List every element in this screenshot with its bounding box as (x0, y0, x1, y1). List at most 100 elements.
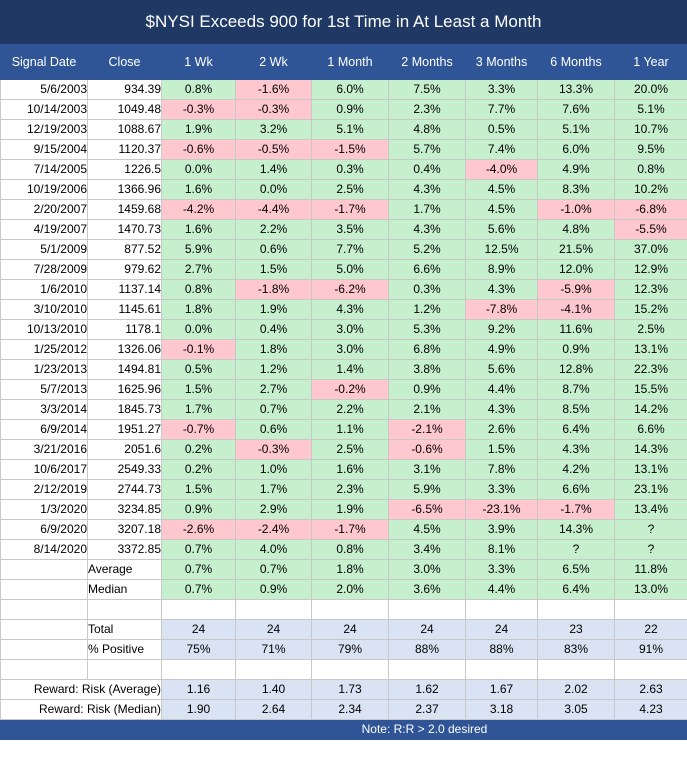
header-2months: 2 Months (388, 44, 466, 80)
close-cell: 2744.73 (87, 479, 162, 500)
return-cell: 2.7% (235, 379, 312, 400)
return-cell: 12.9% (614, 259, 687, 280)
return-cell: 5.3% (388, 319, 466, 340)
return-cell: 1.4% (311, 359, 389, 380)
return-cell: -0.3% (235, 439, 312, 460)
signal-date-cell: 10/14/2003 (0, 99, 88, 120)
return-cell: -4.2% (161, 199, 236, 220)
return-cell: 7.8% (465, 459, 538, 480)
return-cell: -5.5% (614, 219, 687, 240)
signal-returns-table: Signal Date Close 1 Wk 2 Wk 1 Month 2 Mo… (0, 44, 687, 740)
empty-cell (465, 599, 538, 620)
table-row: 7/28/2009 979.62 2.7% 1.5% 5.0% 6.6% 8.9% 12.0%… (0, 259, 687, 280)
return-cell: 6.6% (537, 479, 615, 500)
reward-risk-value: 1.73 (311, 679, 389, 700)
close-cell: 1178.1 (87, 319, 162, 340)
empty-cell (311, 659, 389, 680)
return-cell: 0.5% (161, 359, 236, 380)
stat-value: 6.5% (537, 559, 615, 580)
return-cell: 4.0% (235, 539, 312, 560)
return-cell: 13.1% (614, 459, 687, 480)
return-cell: 2.5% (311, 179, 389, 200)
reward-risk-row: Reward: Risk (Average) 1.16 1.40 1.73 1.62 1.… (0, 679, 687, 700)
return-cell: 8.5% (537, 399, 615, 420)
return-cell: 12.8% (537, 359, 615, 380)
stat-value: 3.6% (388, 579, 466, 600)
return-cell: -4.4% (235, 199, 312, 220)
stat-value: 13.0% (614, 579, 687, 600)
close-cell: 1366.96 (87, 179, 162, 200)
return-cell: 5.1% (537, 119, 615, 140)
return-cell: 0.7% (235, 399, 312, 420)
return-cell: 4.8% (388, 119, 466, 140)
reward-risk-value: 1.90 (161, 699, 236, 720)
return-cell: 0.8% (161, 79, 236, 100)
return-cell: 4.9% (537, 159, 615, 180)
close-cell: 1625.96 (87, 379, 162, 400)
return-cell: 1.1% (311, 419, 389, 440)
return-cell: 0.6% (235, 419, 312, 440)
return-cell: 0.8% (161, 279, 236, 300)
empty-cell (0, 659, 88, 680)
return-cell: 4.3% (465, 399, 538, 420)
return-cell: 3.2% (235, 119, 312, 140)
return-cell: 13.4% (614, 499, 687, 520)
return-cell: 0.2% (161, 439, 236, 460)
signal-date-cell: 5/7/2013 (0, 379, 88, 400)
return-cell: 1.0% (235, 459, 312, 480)
signal-date-cell: 2/12/2019 (0, 479, 88, 500)
summary-row: Total 24 24 24 24 24 23 22 (0, 619, 687, 640)
reward-risk-value: 2.34 (311, 699, 389, 720)
signal-date-cell: 3/21/2016 (0, 439, 88, 460)
return-cell: -0.1% (161, 339, 236, 360)
return-cell: -0.2% (311, 379, 389, 400)
close-cell: 1226.5 (87, 159, 162, 180)
table-row: 4/19/2007 1470.73 1.6% 2.2% 3.5% 4.3% 5.6% 4.8%… (0, 219, 687, 240)
return-cell: 1.7% (235, 479, 312, 500)
note-row: Note: R:R > 2.0 desired (0, 719, 687, 740)
reward-risk-value: 1.40 (235, 679, 312, 700)
header-1wk: 1 Wk (161, 44, 236, 80)
close-cell: 1494.81 (87, 359, 162, 380)
return-cell: 1.5% (465, 439, 538, 460)
close-cell: 1049.48 (87, 99, 162, 120)
return-cell: 0.8% (614, 159, 687, 180)
empty-cell (537, 599, 615, 620)
signal-date-cell: 2/20/2007 (0, 199, 88, 220)
return-cell: 4.5% (465, 199, 538, 220)
return-cell: 7.7% (311, 239, 389, 260)
return-cell: 5.6% (465, 219, 538, 240)
return-cell: 4.5% (388, 519, 466, 540)
reward-risk-value: 1.16 (161, 679, 236, 700)
return-cell: 0.4% (388, 159, 466, 180)
reward-risk-label: Reward: Risk (Average) (0, 679, 162, 700)
return-cell: 3.1% (388, 459, 466, 480)
return-cell: 5.0% (311, 259, 389, 280)
close-cell: 979.62 (87, 259, 162, 280)
return-cell: 1.7% (161, 399, 236, 420)
return-cell: 13.3% (537, 79, 615, 100)
return-cell: 37.0% (614, 239, 687, 260)
return-cell: -1.0% (537, 199, 615, 220)
empty-cell (0, 639, 88, 660)
return-cell: 5.1% (311, 119, 389, 140)
table-row: 1/25/2012 1326.06 -0.1% 1.8% 3.0% 6.8% 4.9% 0.9… (0, 339, 687, 360)
stat-value: 0.9% (235, 579, 312, 600)
empty-cell (537, 659, 615, 680)
return-cell: -0.3% (161, 99, 236, 120)
header-2wk: 2 Wk (235, 44, 312, 80)
return-cell: 7.6% (537, 99, 615, 120)
summary-value: 24 (161, 619, 236, 640)
empty-cell (614, 599, 687, 620)
stat-value: 2.0% (311, 579, 389, 600)
return-cell: 6.6% (614, 419, 687, 440)
signal-date-cell: 4/19/2007 (0, 219, 88, 240)
summary-label: Total (87, 619, 162, 640)
return-cell: 2.7% (161, 259, 236, 280)
table-row: 5/7/2013 1625.96 1.5% 2.7% -0.2% 0.9% 4.4% 8.7%… (0, 379, 687, 400)
return-cell: 1.7% (388, 199, 466, 220)
summary-value: 88% (465, 639, 538, 660)
return-cell: 1.6% (161, 219, 236, 240)
return-cell: 12.5% (465, 239, 538, 260)
return-cell: 1.9% (311, 499, 389, 520)
